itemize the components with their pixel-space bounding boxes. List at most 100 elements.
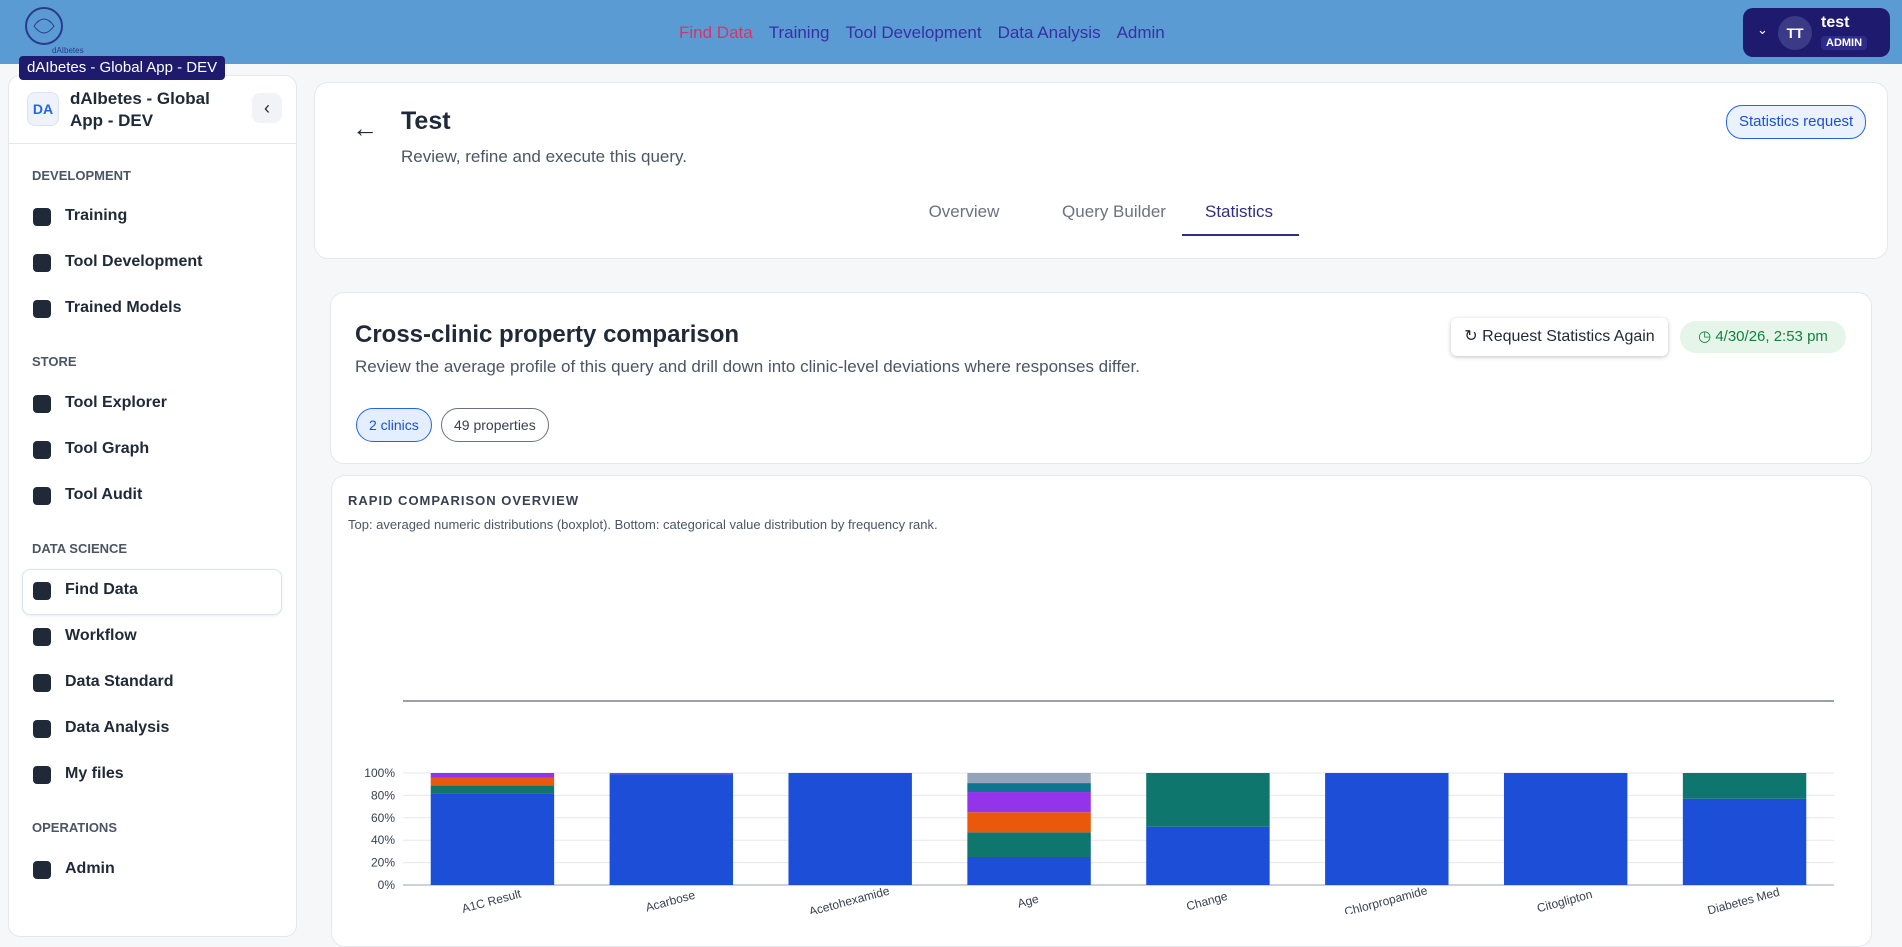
y-tick-label: 20% <box>371 856 395 870</box>
menu-item[interactable]: My files <box>65 765 124 782</box>
bar-segment <box>1503 773 1628 885</box>
x-tick-label: Change <box>1185 889 1230 913</box>
chart-heading: RAPID COMPARISON OVERVIEW <box>348 493 580 508</box>
section-heading: DATA SCIENCE <box>32 541 128 556</box>
x-tick-label: Chlorpropamide <box>1343 883 1429 914</box>
bar-segment <box>1682 798 1807 885</box>
bar-segment <box>609 773 734 775</box>
menu-item[interactable]: Tool Graph <box>65 440 150 457</box>
clock-icon: ◷ <box>1698 328 1716 345</box>
request-again-label: Request Statistics Again <box>1482 328 1655 345</box>
menu-icon <box>33 582 51 600</box>
menu-item[interactable]: Tool Audit <box>65 486 143 503</box>
page-subtitle: Review, refine and execute this query. <box>401 147 688 166</box>
x-tick-label: Citoglipton <box>1535 887 1593 914</box>
menu-item[interactable]: Find Data <box>65 581 138 598</box>
bar-segment <box>967 783 1091 793</box>
menu-item[interactable]: Tool Development <box>65 253 203 270</box>
tooltip: dAIbetes - Global App - DEV <box>19 56 226 80</box>
menu-icon <box>33 487 51 505</box>
request-again-button[interactable]: ↻ Request Statistics Again <box>1451 318 1668 356</box>
active-item-bg <box>22 569 282 615</box>
chart-description: Top: averaged numeric distributions (box… <box>348 517 938 532</box>
bar-segment <box>967 773 1091 784</box>
chevron: ⌄ <box>1757 22 1768 37</box>
menu-item[interactable]: Workflow <box>65 627 137 644</box>
stats-card: Cross-clinic property comparison Review … <box>330 292 1872 464</box>
menu-item[interactable]: Data Analysis <box>65 719 170 736</box>
bar-segment <box>967 812 1091 833</box>
bar-segment <box>430 793 555 885</box>
menu-icon <box>33 254 51 272</box>
logo-caption: dAIbetes <box>52 46 84 55</box>
properties-pill[interactable]: 49 properties <box>441 408 549 442</box>
bar-segment <box>1325 773 1449 885</box>
x-tick-label: Acetohexamide <box>807 884 891 914</box>
bar-segment <box>1146 826 1270 885</box>
bar-segment <box>967 832 1091 857</box>
user-name: test <box>1821 14 1850 31</box>
menu-item[interactable]: Admin <box>65 860 115 877</box>
section-heading: DEVELOPMENT <box>32 168 131 183</box>
header-card: ← Test Review, refine and execute this q… <box>314 82 1888 259</box>
top-nav: Find Data Training Tool Development Data An… <box>679 23 1165 43</box>
nav-link[interactable]: Find Data <box>679 23 753 42</box>
menu-icon <box>33 674 51 692</box>
y-tick-label: 100% <box>364 766 395 780</box>
bar-segment <box>967 792 1091 813</box>
nav-link[interactable]: Tool Development <box>845 23 982 42</box>
y-tick-label: 60% <box>371 811 395 825</box>
menu-item[interactable]: Tool Explorer <box>65 394 167 411</box>
menu-icon <box>33 720 51 738</box>
menu-icon <box>33 861 51 879</box>
x-tick-label: Diabetes Med <box>1706 885 1781 914</box>
nav-link[interactable]: Data Analysis <box>997 23 1101 42</box>
menu-item[interactable]: Training <box>65 207 128 224</box>
bar-segment <box>609 774 734 885</box>
page-title: Test <box>401 107 451 135</box>
tab-underline <box>1182 234 1299 236</box>
stats-description: Review the average profile of this query… <box>355 357 1140 376</box>
section-heading: STORE <box>32 354 77 369</box>
user-badge[interactable]: ⌄ TT test ADMIN <box>1743 8 1890 57</box>
bar-segment <box>788 773 912 885</box>
collapse-button[interactable]: ‹ <box>252 93 282 123</box>
nav-link[interactable]: Admin <box>1116 23 1165 42</box>
avatar: TT <box>1778 16 1812 50</box>
stats-title: Cross-clinic property comparison <box>355 321 740 348</box>
bar-segment <box>1146 773 1270 827</box>
x-tick-label: Age <box>1016 892 1041 911</box>
menu-item[interactable]: Trained Models <box>65 299 182 316</box>
y-tick-label: 40% <box>371 833 395 847</box>
divider <box>9 143 296 144</box>
tab[interactable]: Overview <box>928 202 1000 221</box>
bar-segment <box>1682 773 1807 799</box>
bar-segment <box>430 785 555 794</box>
section-heading: OPERATIONS <box>32 820 117 835</box>
sidebar: DA dAIbetes - Global App - DEV ‹ <box>8 75 297 937</box>
tab[interactable]: Statistics <box>1204 202 1274 221</box>
menu-icon <box>33 395 51 413</box>
bar-segment <box>967 857 1091 885</box>
menu-item[interactable]: Data Standard <box>65 673 174 690</box>
bar-segment <box>430 773 555 778</box>
logo <box>25 7 63 45</box>
top-bar <box>0 0 1902 64</box>
menu-icon <box>33 208 51 226</box>
timestamp: ◷ 4/30/26, 2:53 pm <box>1680 321 1846 353</box>
clinics-pill[interactable]: 2 clinics <box>356 408 432 442</box>
bar-segment <box>430 777 555 786</box>
app-title: dAIbetes - Global App - DEV <box>70 89 210 130</box>
nav-link[interactable]: Training <box>768 23 830 42</box>
x-tick-label: A1C Result <box>460 886 523 914</box>
menu-icon <box>33 300 51 318</box>
x-tick-label: Acarbose <box>644 888 697 914</box>
statistics-request-button[interactable]: Statistics request <box>1726 105 1867 139</box>
user-role: ADMIN <box>1821 36 1868 50</box>
menu-icon <box>33 766 51 784</box>
menu-icon <box>33 628 51 646</box>
tab[interactable]: Query Builder <box>1062 202 1166 221</box>
back-arrow[interactable]: ← <box>352 113 378 143</box>
y-tick-label: 0% <box>378 878 396 892</box>
